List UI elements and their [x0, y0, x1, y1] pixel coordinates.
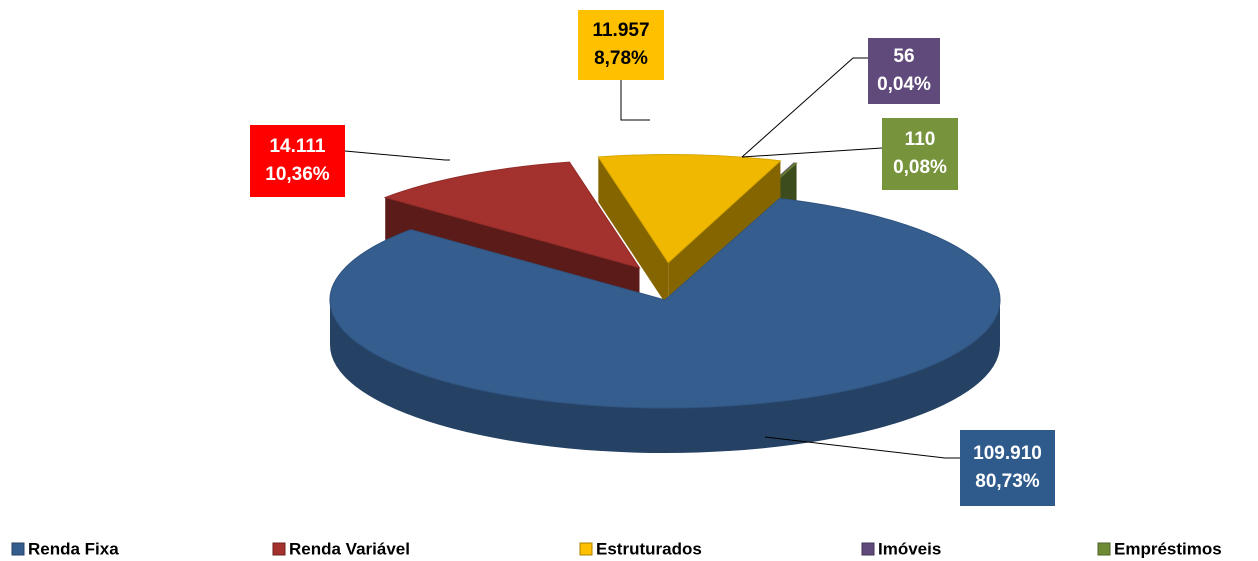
- slice-wall: [668, 160, 781, 308]
- leader-line: [741, 57, 868, 158]
- value-label: 56: [893, 46, 914, 67]
- leader-line: [344, 150, 450, 161]
- slice: [597, 154, 782, 264]
- value-label: 109.910: [973, 443, 1042, 464]
- value-label: 11.957: [592, 20, 649, 41]
- share-label: 80,73%: [975, 471, 1040, 492]
- label-box: [882, 118, 958, 190]
- legend-swatch: [272, 542, 286, 556]
- leader-line: [764, 436, 960, 459]
- legend-label: Renda Variável: [289, 539, 410, 558]
- share-label: 10,36%: [265, 164, 330, 185]
- legend-swatch: [861, 542, 875, 556]
- slice: [383, 161, 641, 269]
- legend-swatch: [11, 542, 25, 556]
- value-label: 110: [905, 129, 936, 150]
- label-box: [960, 430, 1055, 506]
- legend-label: Imóveis: [878, 539, 941, 558]
- slice-side: [330, 300, 1000, 453]
- share-label: 0,04%: [877, 74, 931, 95]
- label-box: [250, 125, 345, 197]
- label-box: [868, 38, 940, 104]
- label-box: [578, 10, 664, 80]
- value-label: 14.111: [269, 136, 325, 157]
- share-label: 8,78%: [594, 48, 648, 69]
- share-label: 0,08%: [893, 157, 947, 178]
- leader-line: [741, 147, 883, 158]
- legend-swatch: [579, 542, 593, 556]
- legend-swatch: [1097, 542, 1111, 556]
- legend-label: Estruturados: [596, 539, 702, 558]
- legend-label: Empréstimos: [1114, 539, 1222, 558]
- legend-label: Renda Fixa: [28, 539, 119, 558]
- leader-line: [620, 80, 650, 121]
- slice-wall: [598, 156, 669, 308]
- slice: [329, 197, 1001, 409]
